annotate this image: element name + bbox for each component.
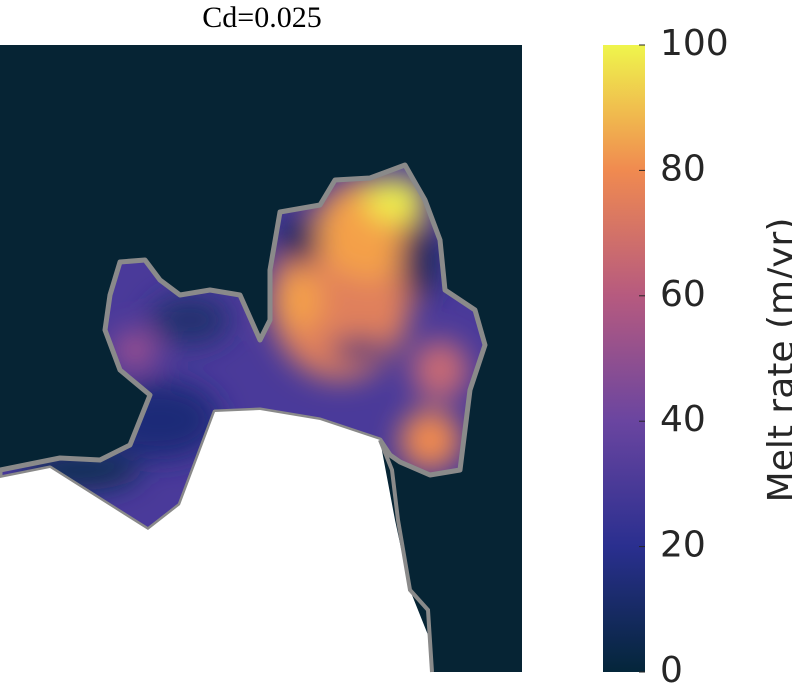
colorbar-tick-label: 20 [660, 525, 706, 566]
land-mask [0, 410, 432, 672]
coastline [378, 439, 434, 673]
colorbar [603, 45, 645, 672]
colorbar-tick-label: 80 [660, 148, 706, 189]
colorbar-tick-label: 0 [660, 650, 683, 689]
colorbar-tick-label: 100 [660, 23, 729, 64]
title: Cd=0.025 [202, 1, 321, 34]
colorbar-label: Melt rate (m/yr) [761, 218, 792, 503]
colorbar-tick-label: 60 [660, 274, 706, 315]
map [0, 45, 522, 673]
colorbar-tick-label: 40 [660, 399, 706, 440]
